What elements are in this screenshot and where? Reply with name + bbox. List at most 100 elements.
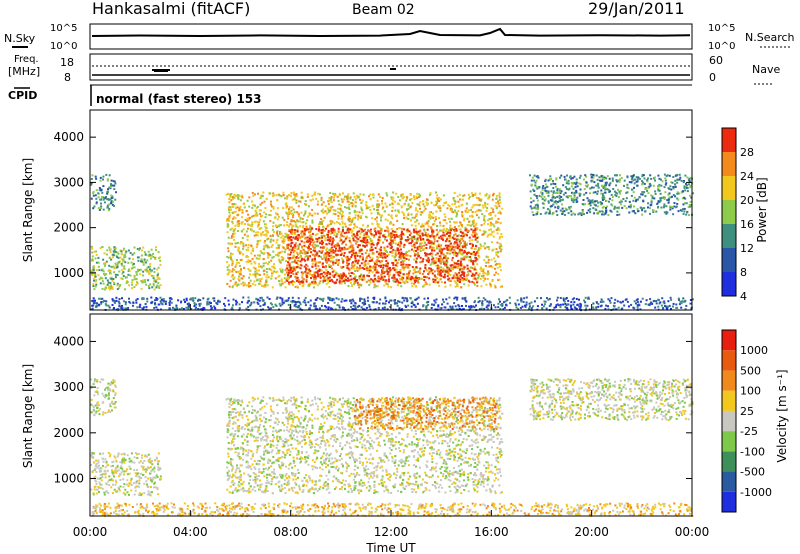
data-cell — [143, 251, 146, 254]
data-cell — [268, 268, 271, 271]
data-cell — [293, 281, 296, 283]
data-cell — [188, 303, 191, 306]
data-cell — [319, 255, 322, 258]
data-cell — [354, 216, 357, 219]
data-cell — [226, 266, 229, 269]
data-cell — [155, 249, 157, 252]
data-cell — [385, 206, 388, 208]
data-cell — [242, 228, 245, 231]
data-cell — [432, 212, 434, 215]
data-cell — [330, 221, 333, 224]
data-cell — [144, 261, 147, 264]
data-cell — [348, 220, 351, 223]
data-cell — [453, 229, 456, 231]
data-cell — [472, 231, 474, 234]
data-cell — [495, 207, 498, 210]
data-cell — [153, 267, 156, 270]
data-cell — [328, 199, 331, 202]
data-cell — [128, 257, 131, 260]
data-cell — [395, 242, 397, 245]
data-cell — [468, 239, 471, 242]
data-cell — [320, 251, 323, 254]
data-cell — [330, 278, 333, 281]
data-cell — [490, 207, 493, 210]
data-cell — [98, 297, 101, 300]
data-cell — [92, 268, 95, 271]
data-cell — [320, 196, 323, 199]
data-cell — [133, 266, 136, 269]
data-cell — [137, 268, 139, 271]
data-cell — [290, 241, 293, 244]
data-cell — [279, 304, 282, 307]
data-cell — [459, 252, 462, 255]
data-cell — [443, 264, 446, 267]
data-cell — [107, 287, 110, 289]
data-cell — [286, 299, 289, 302]
data-cell — [284, 197, 287, 200]
data-cell — [479, 229, 482, 232]
data-cell — [417, 279, 419, 282]
data-cell — [387, 272, 390, 275]
data-cell — [377, 193, 380, 196]
data-cell — [328, 286, 331, 289]
data-cell — [444, 285, 447, 288]
data-cell — [457, 238, 460, 241]
data-cell — [347, 206, 350, 209]
data-cell — [294, 259, 297, 262]
data-cell — [446, 246, 449, 249]
data-cell — [448, 205, 451, 208]
data-cell — [324, 279, 327, 282]
data-cell — [457, 210, 460, 213]
data-cell — [252, 247, 255, 250]
data-cell — [338, 244, 340, 247]
data-cell — [305, 225, 308, 228]
data-cell — [111, 195, 114, 198]
data-cell — [479, 209, 482, 212]
data-cell — [140, 287, 143, 290]
data-cell — [262, 258, 265, 260]
data-cell — [91, 255, 94, 258]
data-cell — [305, 278, 308, 281]
data-cell — [320, 222, 323, 225]
data-cell — [124, 256, 127, 258]
data-cell — [444, 281, 446, 284]
data-cell — [473, 274, 476, 277]
data-cell — [307, 249, 310, 252]
data-cell — [482, 297, 485, 300]
data-cell — [431, 232, 434, 235]
data-cell — [570, 301, 573, 304]
data-cell — [294, 229, 296, 232]
data-cell — [347, 279, 350, 282]
data-cell — [345, 248, 348, 251]
data-cell — [398, 241, 400, 244]
data-cell — [342, 211, 344, 214]
data-cell — [307, 215, 309, 218]
data-cell — [494, 284, 497, 287]
data-cell — [448, 267, 451, 270]
data-cell — [622, 300, 624, 303]
data-cell — [274, 271, 277, 274]
data-cell — [536, 305, 539, 308]
data-cell — [486, 207, 489, 209]
data-cell — [587, 296, 590, 299]
data-cell — [332, 251, 335, 254]
data-cell — [374, 218, 377, 221]
data-cell — [321, 228, 324, 231]
data-cell — [337, 199, 340, 202]
data-cell — [381, 202, 384, 205]
data-cell — [97, 192, 100, 195]
data-cell — [344, 274, 347, 277]
data-cell — [215, 302, 218, 304]
data-cell — [269, 220, 272, 223]
data-cell — [435, 191, 437, 194]
data-cell — [449, 220, 451, 223]
data-cell — [334, 194, 337, 197]
data-cell — [256, 301, 259, 304]
data-cell — [494, 267, 496, 270]
data-cell — [327, 236, 330, 239]
data-cell — [353, 217, 356, 220]
data-cell — [141, 281, 144, 284]
data-cell — [282, 206, 285, 209]
data-cell — [499, 222, 502, 225]
